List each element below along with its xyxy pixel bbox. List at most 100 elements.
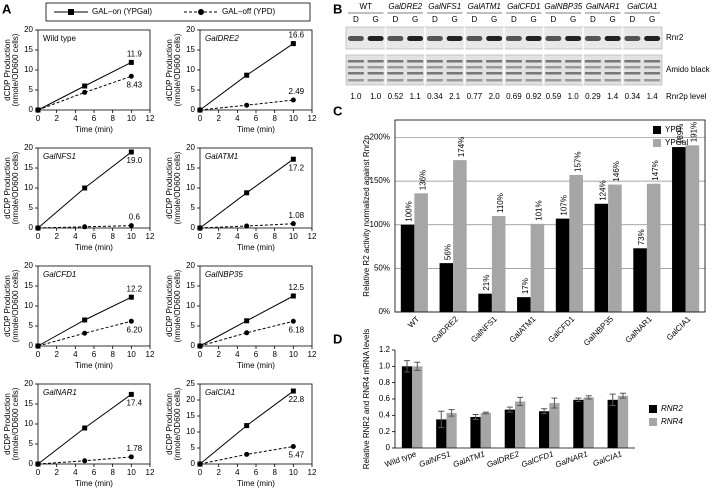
y-tick-label: 0.8 <box>379 378 391 387</box>
y-tick-label: 5 <box>29 85 34 94</box>
stain-band <box>466 79 483 82</box>
stain-band <box>505 72 522 75</box>
stain-band <box>644 72 661 75</box>
x-tick-label: 6 <box>254 232 259 241</box>
legend-box <box>45 2 311 22</box>
level: 0.69 <box>506 92 522 101</box>
chart-title: Wild type <box>43 34 76 43</box>
bar <box>480 412 491 448</box>
legend-label: GAL–on (YPGal) <box>92 7 152 16</box>
data-point <box>82 185 88 191</box>
x-tick-label: 2 <box>216 350 221 359</box>
stain-band <box>407 60 424 63</box>
bar <box>617 395 629 448</box>
data-label: 21% <box>482 275 491 291</box>
y-tick-label: 20 <box>24 143 33 152</box>
x-tick-label: 8 <box>272 114 277 123</box>
x-tick-label: 0 <box>198 350 203 359</box>
level: 1.0 <box>370 92 382 101</box>
stain-band <box>525 60 542 63</box>
bar <box>515 401 526 448</box>
plot-frame <box>394 119 706 313</box>
stain-band <box>466 72 483 75</box>
y-tick-label: 5 <box>191 203 196 212</box>
y-tick-label: 10 <box>24 183 33 192</box>
stain-band <box>584 60 601 63</box>
level: 0.52 <box>388 92 404 101</box>
legend-swatch <box>653 139 661 147</box>
band <box>545 36 562 41</box>
level: 0.92 <box>526 92 542 101</box>
chart-title: GalCFD1 <box>43 270 76 279</box>
x-axis-label: Time (min) <box>237 479 275 488</box>
error-bar <box>609 393 616 407</box>
lane-group: GalNBP35 <box>544 2 582 11</box>
stain-band <box>486 72 503 75</box>
stain-band <box>584 66 601 69</box>
band <box>525 36 542 41</box>
y-tick-label: 0% <box>378 307 390 316</box>
y-tick-label: 20 <box>24 379 33 388</box>
x-tick-label: 10 <box>289 350 298 359</box>
stain-band <box>486 79 503 82</box>
y-tick-label: 1.2 <box>379 345 391 354</box>
error-bar <box>551 397 558 409</box>
data-point <box>244 72 250 78</box>
x-tick-label: GalATM1 <box>452 449 486 469</box>
band <box>426 36 443 41</box>
stain-band <box>387 60 404 63</box>
data-point <box>128 59 134 65</box>
bar <box>401 366 413 448</box>
data-label: 6.20 <box>127 325 143 334</box>
lane-label: G <box>412 15 418 24</box>
data-point <box>197 107 203 113</box>
y-axis-label: (nmole/OD600 cells) <box>11 387 20 460</box>
stain-band <box>525 79 542 82</box>
bar <box>573 399 584 448</box>
y-axis-label: (nmole/OD600 cells) <box>173 151 182 224</box>
stain-band <box>426 72 443 75</box>
x-axis-label: Time (min) <box>237 125 275 134</box>
y-tick-label: 15 <box>24 163 33 172</box>
x-axis-label: Time (min) <box>75 243 113 252</box>
bar <box>646 183 661 312</box>
stain-band <box>565 79 582 82</box>
lane-label: D <box>432 15 438 24</box>
x-tick-label: GalATM1 <box>508 314 538 344</box>
data-label: 2.49 <box>289 87 305 96</box>
x-axis-label: Time (min) <box>237 361 275 370</box>
bar <box>453 160 467 312</box>
stain-band <box>446 79 463 82</box>
stain-band <box>624 72 641 75</box>
panel-label: C <box>333 103 343 118</box>
x-tick-label: 0 <box>36 114 41 123</box>
panel-label: D <box>333 331 342 346</box>
bar <box>583 397 594 448</box>
stain-band <box>486 60 503 63</box>
x-tick-label: WT <box>406 314 421 329</box>
data-label: 107% <box>560 195 569 215</box>
y-axis-label: dCDP Production <box>165 39 174 101</box>
data-point <box>244 223 250 229</box>
x-tick-label: 12 <box>308 350 317 359</box>
y-tick-label: 0 <box>191 223 196 232</box>
stain-band <box>624 60 641 63</box>
data-label: 101% <box>535 200 544 220</box>
x-tick-label: GalCFD1 <box>520 449 554 469</box>
x-tick-label: 10 <box>127 468 136 477</box>
lane-label: G <box>610 15 616 24</box>
bar <box>555 218 570 312</box>
x-tick-label: 12 <box>308 468 317 477</box>
stain-band <box>505 66 522 69</box>
y-tick-label: 10 <box>24 65 33 74</box>
data-point <box>290 318 296 324</box>
data-point <box>82 317 88 323</box>
y-axis-label: dCDP Production <box>165 275 174 337</box>
x-tick-label: 4 <box>73 350 78 359</box>
stain-band <box>387 66 404 69</box>
y-axis-label: Relative R2 activity normalized against … <box>362 135 371 297</box>
row-label: Rnr2p level <box>666 92 707 101</box>
data-label: 12.2 <box>127 284 143 293</box>
stain-band <box>644 79 661 82</box>
legend-marker <box>68 9 74 15</box>
